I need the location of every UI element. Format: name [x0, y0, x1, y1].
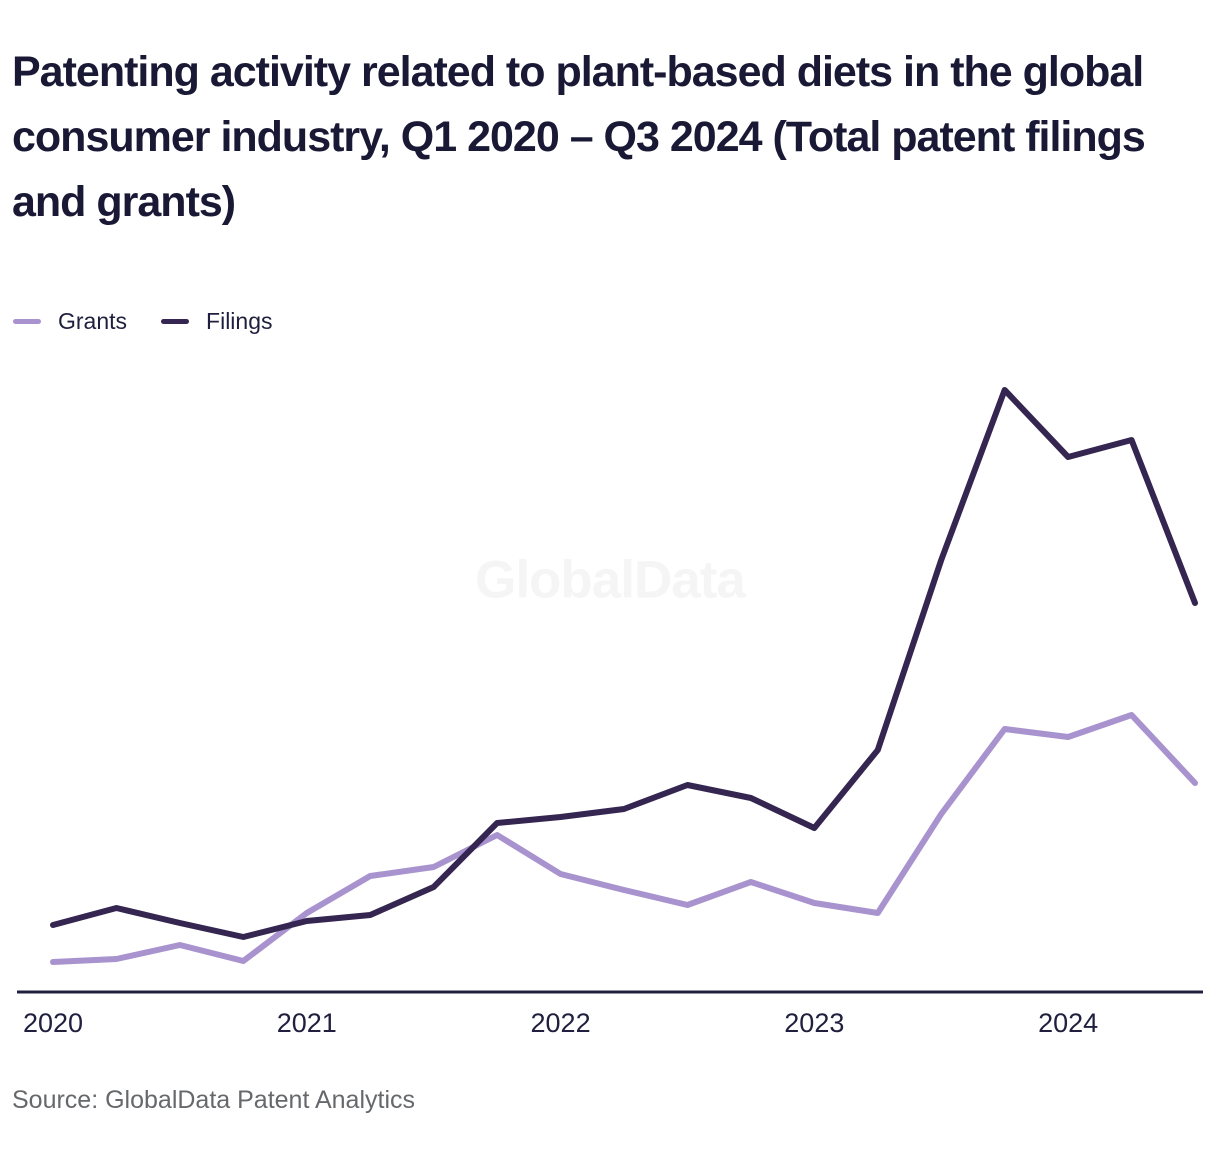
source-attribution: Source: GlobalData Patent Analytics	[12, 1086, 416, 1114]
x-tick-label-2023: 2023	[784, 1008, 844, 1038]
grants-line-swatch	[13, 319, 41, 324]
filings-line-swatch	[161, 319, 190, 324]
grants-series-line	[50, 712, 1198, 965]
filings-series-line	[50, 387, 1198, 940]
legend: Grants Filings	[13, 308, 273, 335]
legend-label-filings: Filings	[206, 308, 273, 334]
x-tick-label-2024: 2024	[1038, 1008, 1098, 1038]
x-tick-label-2020: 2020	[23, 1008, 83, 1038]
legend-label-grants: Grants	[58, 308, 128, 334]
chart-title: Patenting activity related to plant-base…	[12, 48, 1146, 226]
legend-item-grants[interactable]: Grants	[13, 308, 127, 335]
globaldata-watermark: GlobalData	[475, 550, 746, 610]
legend-item-filings[interactable]: Filings	[161, 308, 273, 335]
x-tick-label-2022: 2022	[531, 1008, 591, 1038]
x-tick-label-2021: 2021	[277, 1008, 337, 1038]
